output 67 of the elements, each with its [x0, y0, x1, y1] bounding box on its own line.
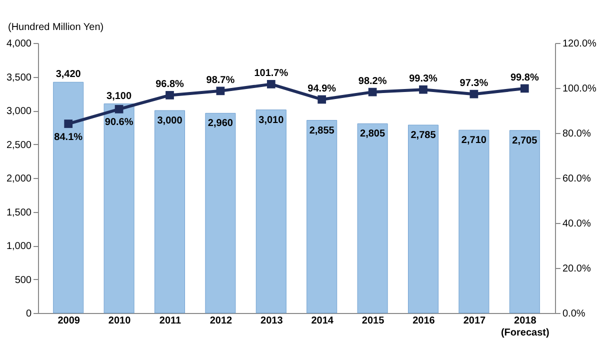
x-tick-label: 2017 — [463, 316, 486, 326]
bar — [509, 130, 540, 314]
data-label: 97.3% — [460, 78, 488, 90]
x-tick-label: 2010 — [108, 316, 132, 326]
data-label: 2,805 — [360, 128, 386, 140]
y2-tick-label: 60.0% — [562, 174, 591, 184]
y-axis-title: (Hundred Million Yen) — [8, 22, 104, 33]
x-tick-label: 2009 — [58, 316, 80, 326]
data-label: 2,855 — [309, 125, 335, 136]
y-tick-label: 2,000 — [6, 174, 32, 184]
data-label: 3,000 — [157, 116, 183, 126]
data-label: 98.7% — [206, 74, 235, 86]
y-tick-label: 2,500 — [6, 140, 32, 151]
y2-tick-label: 20.0% — [562, 264, 591, 274]
x-tick-label: 2016 — [412, 316, 436, 326]
point — [318, 95, 326, 104]
point — [64, 120, 73, 128]
data-label: 2,960 — [208, 118, 234, 130]
data-label: 3,010 — [258, 114, 284, 126]
bar — [205, 112, 236, 314]
point — [368, 88, 377, 96]
data-label: 94.9% — [308, 83, 336, 94]
bar — [357, 123, 388, 314]
x-tick-label: 2012 — [210, 316, 233, 326]
point — [266, 80, 276, 88]
y-tick-label: 3,000 — [6, 106, 32, 117]
x-tick-label: 2011 — [159, 316, 182, 326]
y2-tick-label: 100.0% — [562, 84, 597, 94]
bar — [458, 130, 490, 314]
data-label: 3,100 — [106, 90, 132, 102]
y2-tick-label: 40.0% — [562, 218, 591, 230]
point — [216, 86, 225, 96]
y-tick-label: 500 — [14, 274, 32, 286]
y2-tick-label: 120.0% — [562, 38, 597, 50]
x-tick-label: 2013 — [260, 316, 284, 326]
bar — [154, 110, 185, 314]
data-label: 3,420 — [56, 69, 82, 80]
data-label: 96.8% — [156, 79, 184, 90]
y-tick-label: 0 — [26, 308, 32, 320]
bar — [256, 110, 286, 314]
point — [520, 84, 529, 93]
bar — [53, 82, 84, 314]
point — [470, 90, 478, 98]
bar — [104, 104, 134, 314]
data-label: 2,785 — [410, 130, 436, 142]
data-label: 99.8% — [510, 72, 539, 84]
point — [166, 91, 174, 100]
y-tick-label: 4,000 — [6, 38, 32, 50]
data-label: 2,705 — [512, 135, 538, 146]
bar — [408, 124, 438, 314]
data-label: 90.6% — [104, 117, 134, 128]
y2-tick-label: 80.0% — [562, 128, 591, 140]
point — [114, 104, 124, 114]
data-label: 99.3% — [409, 74, 438, 85]
data-label: 101.7% — [254, 68, 288, 80]
y-tick-label: 1,500 — [6, 207, 32, 218]
y2-tick-label: 0.0% — [562, 308, 586, 320]
data-label: 84.1% — [54, 132, 83, 143]
x-tick-label: 2014 — [311, 316, 334, 326]
y-tick-label: 3,500 — [6, 72, 32, 84]
x-tick-label: 2018 (Forecast) — [500, 316, 550, 338]
bar — [306, 120, 338, 314]
x-tick-label: 2015 — [362, 316, 385, 326]
data-label: 98.2% — [358, 76, 387, 88]
point — [419, 85, 428, 94]
data-label: 2,710 — [461, 135, 487, 146]
y-tick-label: 1,000 — [6, 241, 32, 252]
